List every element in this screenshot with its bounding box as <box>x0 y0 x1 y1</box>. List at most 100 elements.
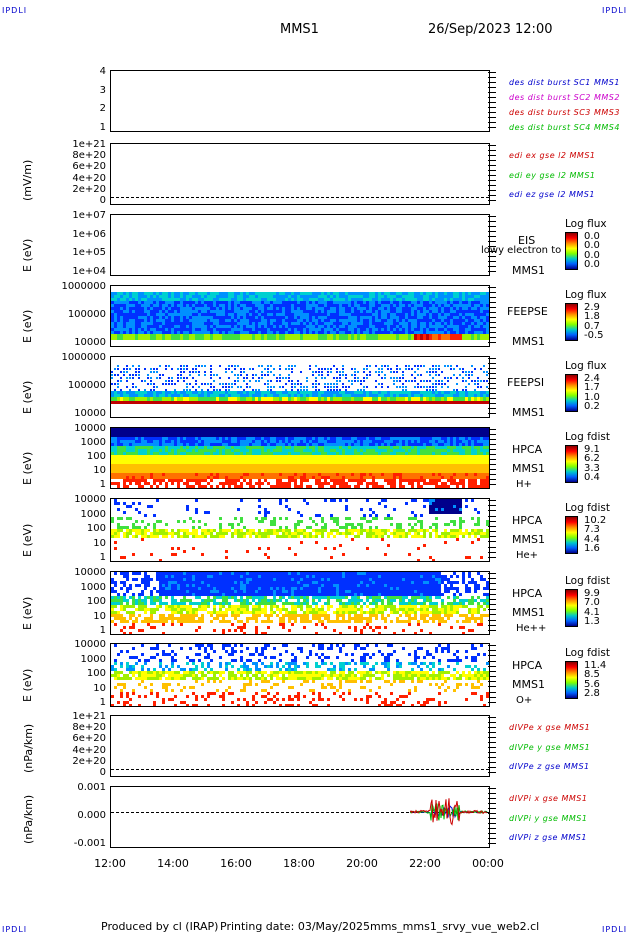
spectrogram-cell <box>153 331 156 334</box>
spectrogram-cell <box>288 455 291 458</box>
spectrogram-cell <box>336 322 339 325</box>
spectrogram-cell <box>477 298 480 301</box>
spectrogram-cell <box>327 295 330 298</box>
spectrogram-cell <box>342 455 345 458</box>
spectrogram-cell <box>174 461 177 464</box>
spectrogram-cell <box>405 328 408 331</box>
spectrogram-cell <box>204 473 207 476</box>
spectrogram-cell <box>123 464 126 467</box>
spectrogram-cell <box>399 394 402 397</box>
spectrogram-cell <box>336 380 338 382</box>
spectrogram-cell <box>144 304 147 307</box>
spectrogram-cell <box>306 458 309 461</box>
spectrogram-cell <box>207 464 210 467</box>
spectrogram-cell <box>222 434 225 437</box>
spectrogram-cell <box>258 380 260 382</box>
spectrogram-cell <box>195 461 198 464</box>
spectrogram-cell <box>462 401 465 404</box>
spectrogram-cell <box>291 386 293 388</box>
spectrogram-cell <box>351 383 353 385</box>
spectrogram-cell <box>393 322 396 325</box>
spectrogram-cell <box>135 374 137 376</box>
spectrogram-cell <box>411 440 414 443</box>
spectrogram-cell <box>243 428 246 431</box>
spectrogram-cell <box>303 322 306 325</box>
spectrogram-cell <box>330 316 333 319</box>
spectrogram-cell <box>213 461 216 464</box>
spectrogram-cell <box>387 449 390 452</box>
spectrogram-cell <box>465 389 467 391</box>
spectrogram-cell <box>249 386 251 388</box>
spectrogram-cell <box>225 334 228 340</box>
spectrogram-cell <box>147 377 149 379</box>
spectrogram-cell <box>414 377 416 379</box>
spectrogram-cell <box>126 461 129 464</box>
spectrogram-cell <box>327 389 329 391</box>
spectrogram-cell <box>348 446 351 449</box>
spectrogram-cell <box>180 428 183 431</box>
spectrogram-cell <box>408 322 411 325</box>
spectrogram-cell <box>246 319 249 322</box>
spectrogram-cell <box>165 482 168 485</box>
spectrogram-cell <box>360 455 363 458</box>
spectrogram-cell <box>339 316 342 319</box>
spectrogram-cell <box>438 374 440 376</box>
spectrogram-cell <box>195 389 197 391</box>
spectrogram-cell <box>264 313 267 316</box>
spectrogram-cell <box>147 428 150 431</box>
spectrogram-cell <box>249 473 252 476</box>
spectrogram-cell <box>183 473 186 476</box>
spectrogram-cell <box>339 458 342 461</box>
spectrogram-cell <box>339 389 341 391</box>
spectrogram-cell <box>159 295 162 298</box>
spectrogram-cell <box>198 307 201 310</box>
spectrogram-cell <box>276 325 279 328</box>
spectrogram-cell <box>111 464 114 467</box>
spectrogram-cell <box>429 292 432 295</box>
spectrogram-cell <box>396 334 399 340</box>
spectrogram-cell <box>117 452 120 455</box>
spectrogram-cell <box>477 386 479 388</box>
spectrogram-cell <box>240 482 243 485</box>
spectrogram-cell <box>192 377 194 379</box>
spectrogram-cell <box>240 452 243 455</box>
spectrogram-cell <box>471 325 474 328</box>
spectrogram-cell <box>339 380 341 382</box>
spectrogram-cell <box>399 434 402 437</box>
spectrogram-cell <box>207 328 210 331</box>
spectrogram-cell <box>429 397 432 401</box>
spectrogram-cell <box>204 331 207 334</box>
spectrogram-cell <box>459 292 462 295</box>
spectrogram-cell <box>438 328 441 331</box>
spectrogram-cell <box>378 464 381 467</box>
spectrogram-cell <box>210 298 213 301</box>
spectrogram-cell <box>339 371 341 373</box>
y-axis-label: E (eV) <box>21 309 34 343</box>
spectrogram-cell <box>339 334 342 340</box>
spectrogram-cell <box>177 298 180 301</box>
spectrogram-cell <box>336 473 339 476</box>
spectrogram-cell <box>474 307 477 310</box>
spectrogram-cell <box>138 434 141 437</box>
spectrogram-cell <box>240 464 243 467</box>
spectrogram-cell <box>276 295 279 298</box>
spectrogram-cell <box>342 328 345 331</box>
spectrogram-cell <box>411 394 414 397</box>
spectrogram-cell <box>369 316 372 319</box>
spectrogram-cell <box>291 440 294 443</box>
spectrogram-cell <box>480 368 482 370</box>
spectrogram-cell <box>141 391 144 394</box>
spectrogram-cell <box>393 464 396 467</box>
spectrogram-cell <box>132 325 135 328</box>
spectrogram-cell <box>255 428 258 431</box>
spectrogram-cell <box>438 304 441 307</box>
spectrogram-cell <box>306 397 309 401</box>
spectrogram-cell <box>279 386 281 388</box>
spectrogram-cell <box>156 397 159 401</box>
spectrogram-cell <box>405 464 408 467</box>
spectrogram-cell <box>411 304 414 307</box>
spectrogram-cell <box>258 476 261 479</box>
spectrogram-cell <box>111 458 114 461</box>
spectrogram-cell <box>153 449 156 452</box>
spectrogram-cell <box>390 479 393 482</box>
